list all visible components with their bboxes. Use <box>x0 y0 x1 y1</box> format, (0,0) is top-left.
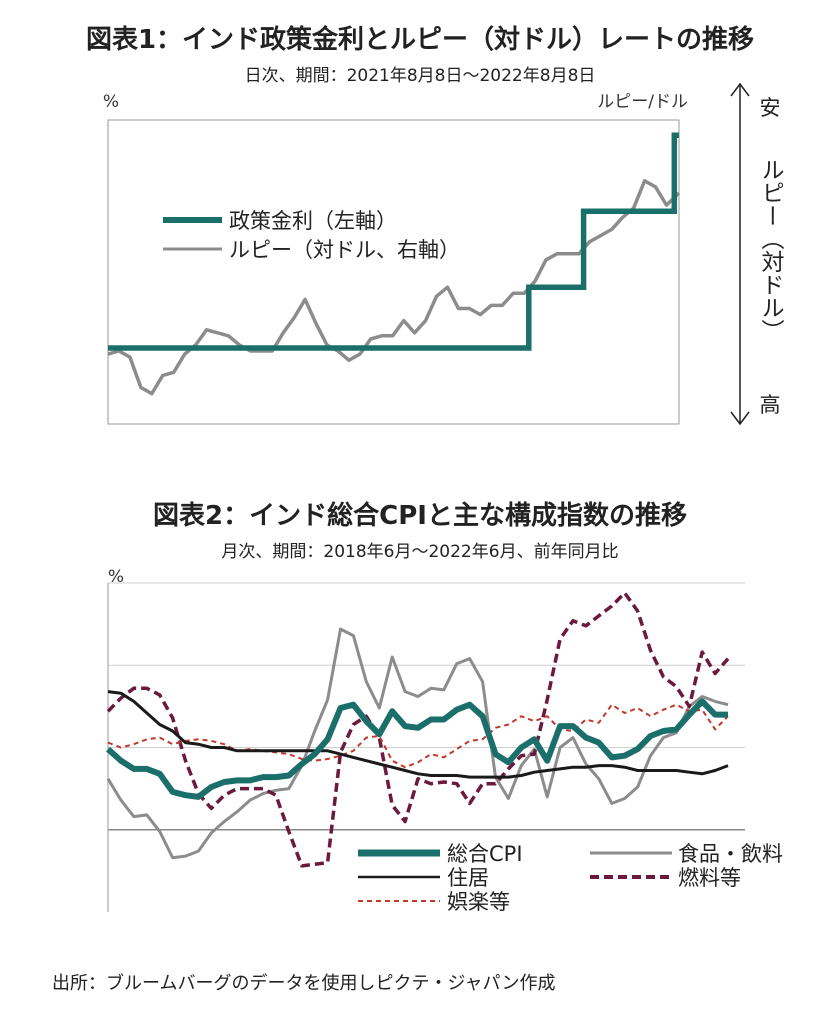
arrow-bottom-label: 高 <box>760 393 781 417</box>
series-line-fuel <box>106 591 730 868</box>
legend-label-food: 食品・飲料 <box>678 842 783 866</box>
chart-1-legend: 政策金利（左軸） ルピー（対ドル、右軸） <box>163 209 460 262</box>
chart-2-title: 図表2：インド総合CPIと主な構成指数の推移 <box>153 500 687 531</box>
rupee-direction-arrow <box>730 82 750 426</box>
series-line-cpi <box>105 698 728 800</box>
arrow-top-label: 安 <box>760 96 781 120</box>
chart-1-subtitle: 日次、期間：2021年8月8日～2022年8月8日 <box>245 66 596 86</box>
series-line-entertainment <box>107 703 729 769</box>
chart-2-series <box>105 591 730 868</box>
chart-2-unit: % <box>108 567 124 587</box>
legend-label-cpi: 総合CPI <box>447 842 523 866</box>
chart-1: 図表1：インド政策金利とルピー（対ドル）レートの推移 日次、期間：2021年8月… <box>86 24 785 426</box>
chart-1-plot-area <box>107 119 680 425</box>
legend-label-rupee: ルピー（対ドル、右軸） <box>229 238 460 262</box>
legend-label-fuel: 燃料等 <box>678 866 741 890</box>
legend-label-housing: 住居 <box>447 866 489 890</box>
series-line-food <box>106 627 729 860</box>
legend-label-entertainment: 娯楽等 <box>447 890 510 914</box>
right-axis-vertical-label: ルピー（対ドル） <box>757 158 785 342</box>
source-note: 出所：ブルームバーグのデータを使用しピクテ・ジャパン作成 <box>52 972 555 994</box>
chart-1-series <box>107 132 681 396</box>
series-line-policy-rate <box>108 132 679 351</box>
series-line-housing <box>107 690 729 779</box>
chart-2-legend: 総合CPI 食品・飲料 住居 燃料等 娯楽等 <box>355 842 783 914</box>
chart-1-left-unit: % <box>103 92 119 112</box>
chart-2-subtitle: 月次、期間：2018年6月～2022年6月、前年同月比 <box>221 542 618 562</box>
legend-label-policy-rate: 政策金利（左軸） <box>229 209 397 233</box>
chart-1-right-unit: ルピー/ドル <box>597 92 688 112</box>
chart-1-title: 図表1：インド政策金利とルピー（対ドル）レートの推移 <box>86 24 754 55</box>
chart-2: 図表2：インド総合CPIと主な構成指数の推移 月次、期間：2018年6月～202… <box>105 500 783 914</box>
